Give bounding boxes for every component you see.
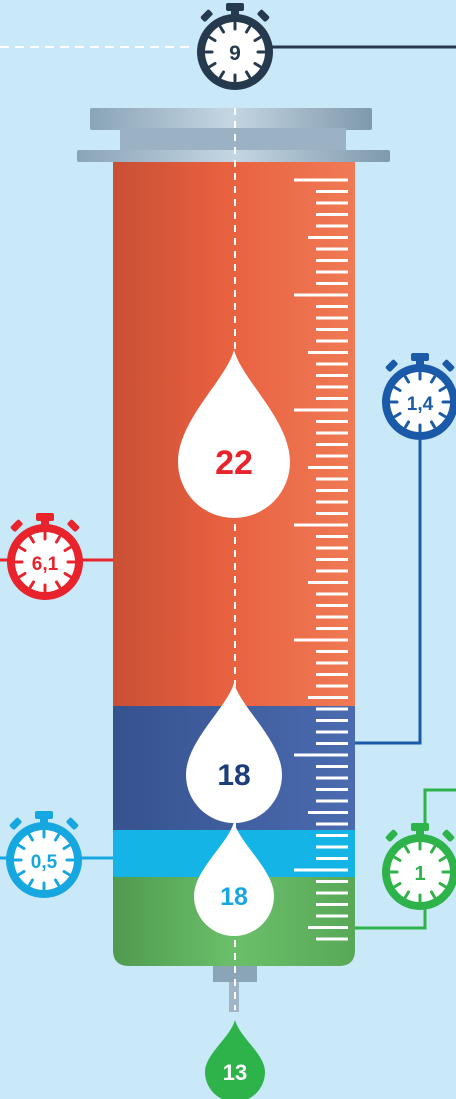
- timer-light-blue-value: 0,5: [31, 852, 58, 873]
- drop-dark-blue-value: 18: [217, 759, 250, 792]
- drop-light-blue-section: 18: [194, 822, 274, 936]
- syringe-cap-top: [90, 108, 372, 130]
- drop-dark-blue-section: 18: [186, 683, 282, 823]
- syringe-cap-neck: [120, 128, 346, 152]
- drop-light-blue-value: 18: [220, 883, 248, 911]
- syringe-flange: [77, 150, 390, 162]
- stopwatch-light-blue-icon: 0,5: [4, 809, 84, 900]
- stopwatch-top-icon: 9: [195, 1, 275, 92]
- syringe-scale: [294, 178, 348, 941]
- drop-red-value: 22: [215, 444, 253, 482]
- drop-red-section: 22: [178, 350, 290, 518]
- timer-red-value: 6,1: [32, 554, 59, 575]
- timer-top-value: 9: [229, 42, 241, 65]
- timer-dark-blue-value: 1,4: [407, 394, 434, 415]
- dark-blue-connector-line: [355, 440, 422, 745]
- drop-needle: 13: [205, 1020, 265, 1099]
- stopwatch-red-icon: 6,1: [5, 511, 85, 602]
- timer-green-value: 1: [414, 863, 425, 885]
- stopwatch-dark-blue-icon: 1,4: [380, 351, 456, 442]
- drop-needle-value: 13: [223, 1060, 247, 1085]
- needle-hub: [213, 966, 257, 982]
- stopwatch-green-icon: 1: [380, 821, 456, 912]
